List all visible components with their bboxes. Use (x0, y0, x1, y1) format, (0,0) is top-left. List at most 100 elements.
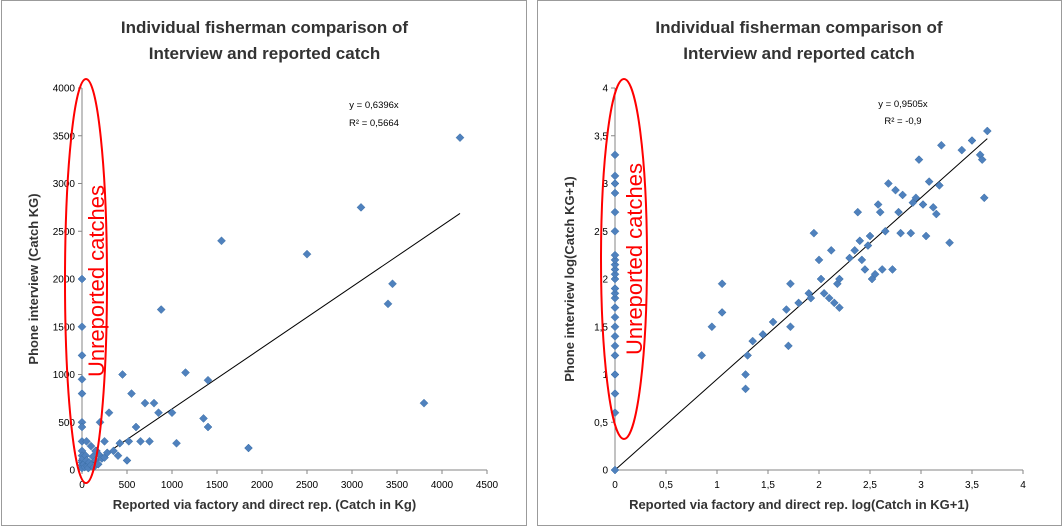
y-tick-label: 2500 (53, 227, 76, 238)
data-point (86, 441, 96, 451)
data-point (924, 177, 934, 186)
data-point (977, 155, 987, 164)
data-point (860, 265, 870, 274)
data-point (610, 341, 620, 351)
x-tick-label: 4500 (476, 480, 499, 491)
data-point (829, 298, 839, 308)
left-scatter-chart: Individual fisherman comparison of Interv… (26, 18, 499, 512)
data-point (77, 389, 87, 398)
data-point (896, 228, 905, 238)
data-point (610, 331, 620, 341)
data-point (784, 341, 793, 351)
data-point (77, 351, 87, 360)
data-point (850, 245, 860, 255)
data-point (77, 322, 87, 332)
data-point (979, 193, 989, 203)
x-tick-label: 1500 (206, 480, 229, 491)
data-point (748, 336, 758, 346)
data-point (806, 293, 816, 303)
data-point (877, 265, 887, 274)
data-point (118, 370, 127, 379)
data-point (149, 398, 159, 408)
data-point (945, 238, 954, 248)
y-tick-label: 3000 (53, 179, 76, 190)
x-tick-label: 2,5 (863, 480, 877, 491)
data-point (100, 436, 109, 446)
x-tick-label: 4 (1020, 480, 1026, 491)
chart-title-line-1: Individual fisherman comparison of (655, 18, 942, 37)
data-point (82, 436, 91, 446)
y-tick-label: 3 (602, 179, 608, 190)
x-tick-label: 3,5 (965, 480, 979, 491)
data-point (203, 375, 213, 385)
y-tick-label: 1500 (53, 322, 76, 333)
trendline (81, 213, 461, 471)
x-axis-label: Reported via factory and direct rep. log… (629, 497, 969, 512)
data-point (383, 299, 393, 309)
data-point (199, 414, 208, 423)
data-point (707, 322, 717, 332)
data-point (758, 330, 768, 339)
data-point (145, 436, 154, 446)
data-point (136, 436, 145, 446)
data-point (104, 408, 114, 418)
data-point (610, 260, 620, 270)
data-point (610, 389, 620, 398)
left-chart-panel: Individual fisherman comparison of Interv… (1, 0, 527, 526)
data-point (167, 408, 177, 418)
r-squared-label: R² = 0,5664 (349, 118, 399, 129)
x-tick-label: 3000 (341, 480, 364, 491)
data-point (863, 241, 873, 250)
x-tick-label: 4000 (431, 480, 454, 491)
y-tick-label: 1000 (53, 370, 76, 381)
data-point (782, 305, 791, 314)
data-point (928, 203, 938, 212)
x-tick-label: 1000 (161, 480, 184, 491)
data-point (743, 351, 752, 360)
x-tick-label: 3500 (386, 480, 409, 491)
data-point (610, 312, 620, 322)
y-tick-label: 4000 (53, 84, 76, 95)
x-tick-label: 2500 (296, 480, 319, 491)
data-point (824, 293, 834, 303)
data-point (914, 155, 924, 164)
data-point (610, 269, 620, 279)
data-point (172, 438, 181, 448)
data-point (154, 408, 163, 418)
data-point (122, 456, 132, 465)
data-point (610, 351, 620, 360)
right-scatter-chart: Individual fisherman comparison of Interv… (562, 18, 1026, 512)
chart-title-line-1: Individual fisherman comparison of (121, 18, 408, 37)
x-tick-label: 0 (612, 480, 618, 491)
data-point (610, 322, 620, 332)
data-point (419, 398, 429, 408)
y-tick-label: 2 (602, 275, 608, 286)
y-tick-label: 500 (58, 418, 75, 429)
data-point (610, 255, 620, 265)
data-point (835, 303, 844, 313)
chart-title-line-2: Interview and reported catch (683, 44, 914, 63)
data-point (156, 305, 166, 314)
y-tick-label: 0,5 (594, 418, 608, 429)
data-point (388, 279, 397, 289)
data-point (610, 188, 620, 198)
x-tick-label: 2000 (251, 480, 274, 491)
right-chart-panel: Individual fisherman comparison of Interv… (537, 0, 1062, 526)
data-point (109, 446, 118, 456)
trend-equation: y = 0,6396x (349, 100, 399, 111)
data-point (181, 368, 190, 377)
y-tick-label: 0 (69, 466, 75, 477)
data-point (911, 193, 921, 203)
y-tick-label: 0 (602, 466, 608, 477)
data-point (610, 150, 620, 160)
data-point (918, 200, 928, 209)
data-point (816, 274, 826, 284)
data-point (931, 209, 941, 219)
data-point (898, 190, 907, 200)
data-point (880, 226, 890, 236)
data-point (610, 226, 620, 236)
y-axis-label: Phone interview (Catch KG) (26, 193, 41, 364)
r-squared-label: R² = -0,9 (884, 116, 921, 127)
data-point (697, 351, 707, 360)
data-point (140, 398, 150, 408)
